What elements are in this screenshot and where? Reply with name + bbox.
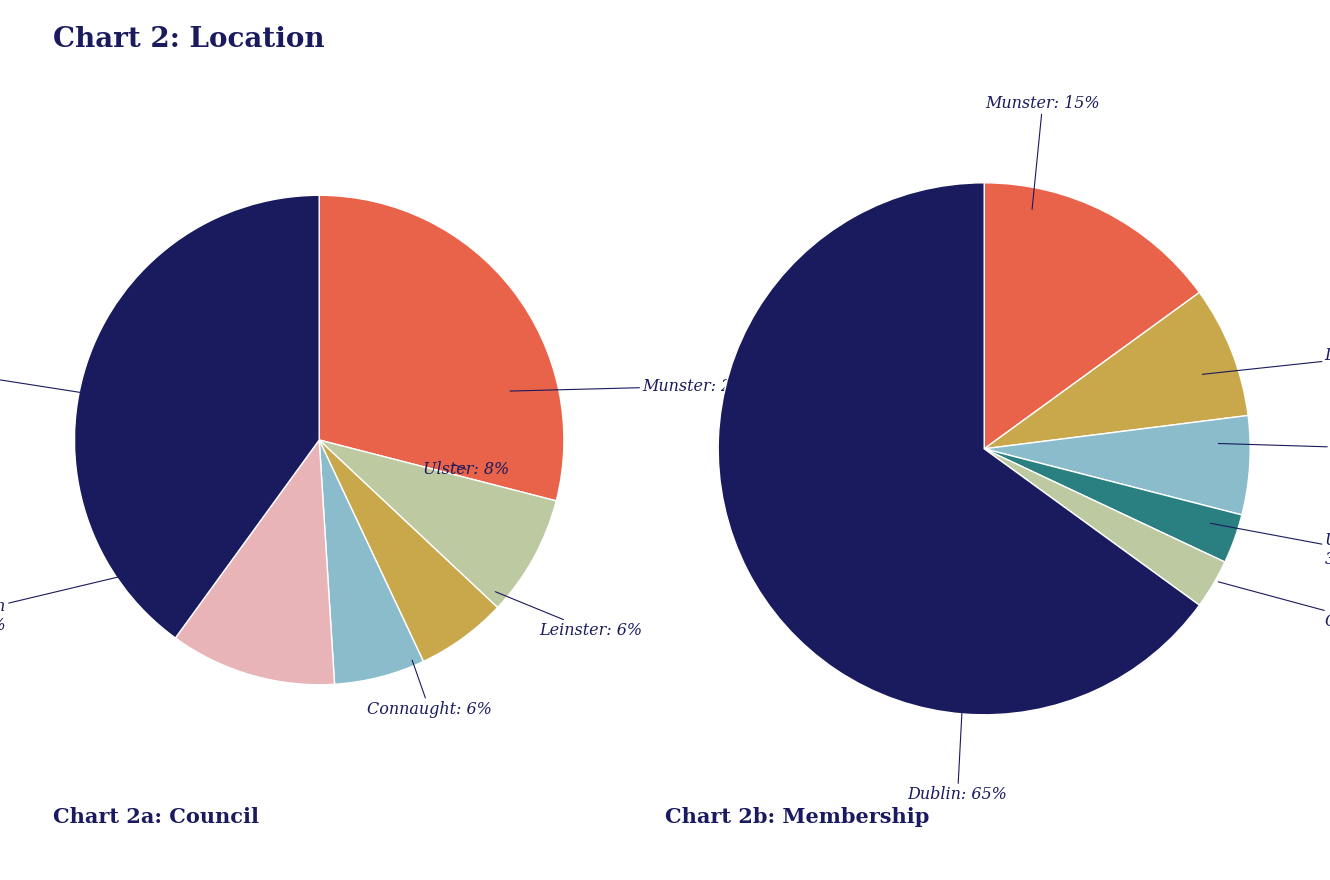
Wedge shape	[319, 440, 497, 662]
Wedge shape	[74, 195, 319, 638]
Text: Northern
Ireland: 11%: Northern Ireland: 11%	[0, 575, 128, 634]
Text: Leinster: 8%: Leinster: 8%	[1202, 348, 1330, 374]
Text: Chart 2b: Membership: Chart 2b: Membership	[665, 807, 930, 827]
Wedge shape	[984, 292, 1248, 449]
Text: Chart 2: Location: Chart 2: Location	[53, 26, 325, 54]
Text: Ulster: 8%: Ulster: 8%	[423, 461, 509, 478]
Text: Leinster: 6%: Leinster: 6%	[495, 591, 642, 640]
Text: Dublin: 40%: Dublin: 40%	[0, 363, 118, 399]
Text: Other: 3%: Other: 3%	[1218, 582, 1330, 630]
Wedge shape	[319, 440, 556, 607]
Wedge shape	[319, 440, 423, 685]
Text: Munster: 15%: Munster: 15%	[986, 94, 1100, 209]
Text: Chart 2a: Council: Chart 2a: Council	[53, 807, 259, 827]
Wedge shape	[718, 183, 1200, 715]
Wedge shape	[984, 415, 1250, 515]
Text: Connaught: 6%: Connaught: 6%	[367, 660, 492, 718]
Text: Munster: 29%: Munster: 29%	[511, 378, 757, 394]
Text: Connaught: 6%: Connaught: 6%	[1218, 440, 1330, 458]
Text: Ulster:
3%: Ulster: 3%	[1210, 524, 1330, 568]
Wedge shape	[176, 440, 335, 685]
Wedge shape	[984, 449, 1242, 562]
Text: Dublin: 65%: Dublin: 65%	[907, 693, 1008, 803]
Wedge shape	[984, 183, 1200, 449]
Wedge shape	[984, 449, 1225, 605]
Wedge shape	[319, 195, 564, 501]
